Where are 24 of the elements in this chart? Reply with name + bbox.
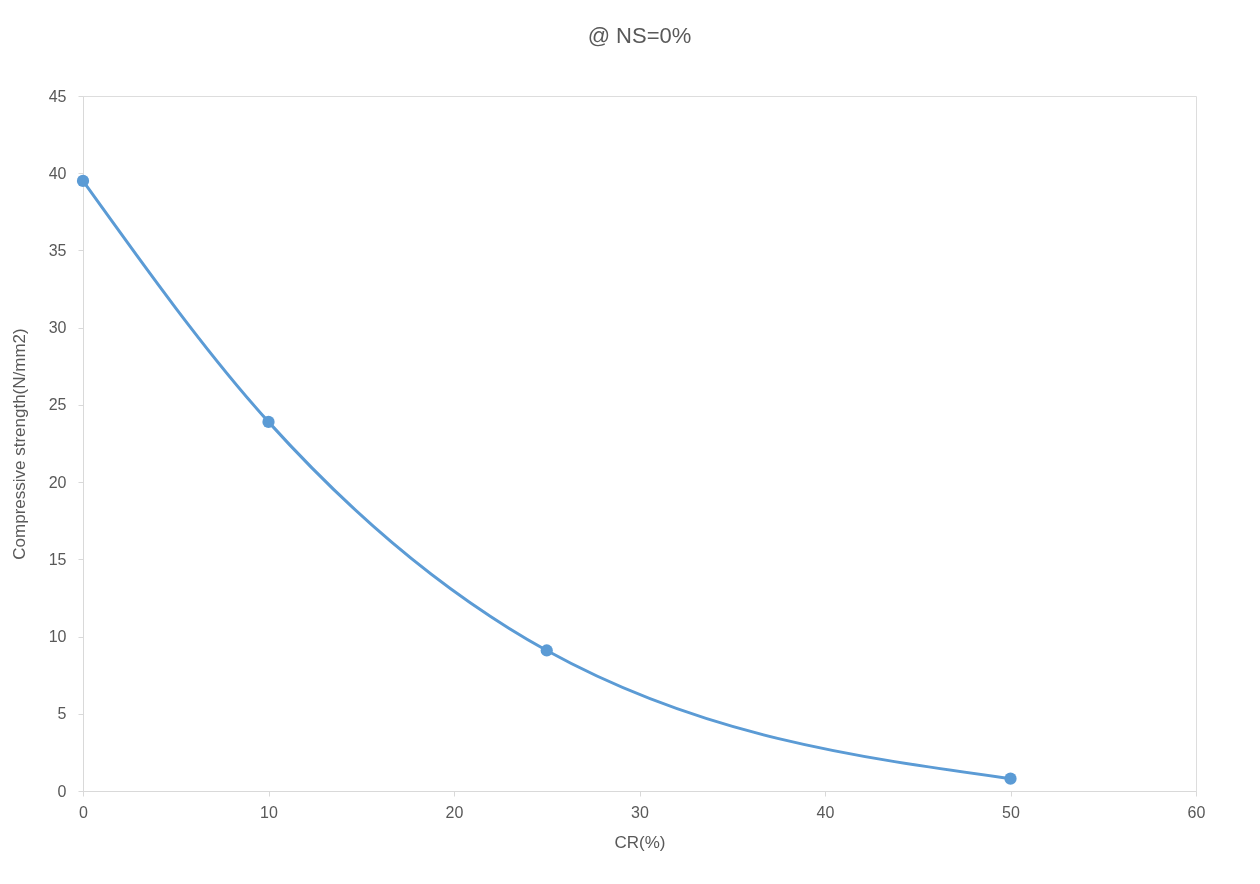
x-tick-label: 40	[816, 803, 835, 821]
y-tick-label: 15	[48, 550, 67, 568]
y-tick-label: 45	[48, 87, 67, 105]
y-tick-label: 40	[48, 164, 67, 182]
y-tick-label: 20	[48, 473, 67, 491]
y-tick-label: 35	[48, 241, 67, 259]
x-tick-label: 30	[631, 803, 649, 821]
x-tick-label: 60	[1187, 803, 1206, 821]
x-tick-label: 20	[445, 803, 464, 821]
y-tick-label: 0	[57, 782, 67, 800]
point	[1004, 772, 1017, 785]
y-tick-label: 25	[48, 396, 67, 414]
y-tick-label: 30	[48, 319, 67, 337]
point	[76, 174, 90, 188]
y-tick-label: 10	[48, 628, 67, 646]
x-tick-label: 0	[79, 803, 89, 821]
x-tick-label: 10	[260, 803, 278, 821]
chart-title: @ NS=0%	[587, 23, 692, 48]
y-axis-title: Compressive strength(N/mm2)	[9, 328, 29, 560]
x-axis-title: CR(%)	[614, 832, 666, 852]
x-tick-label: 50	[1002, 803, 1020, 821]
y-tick-label: 5	[57, 705, 67, 723]
point	[540, 644, 553, 657]
point	[262, 415, 275, 428]
